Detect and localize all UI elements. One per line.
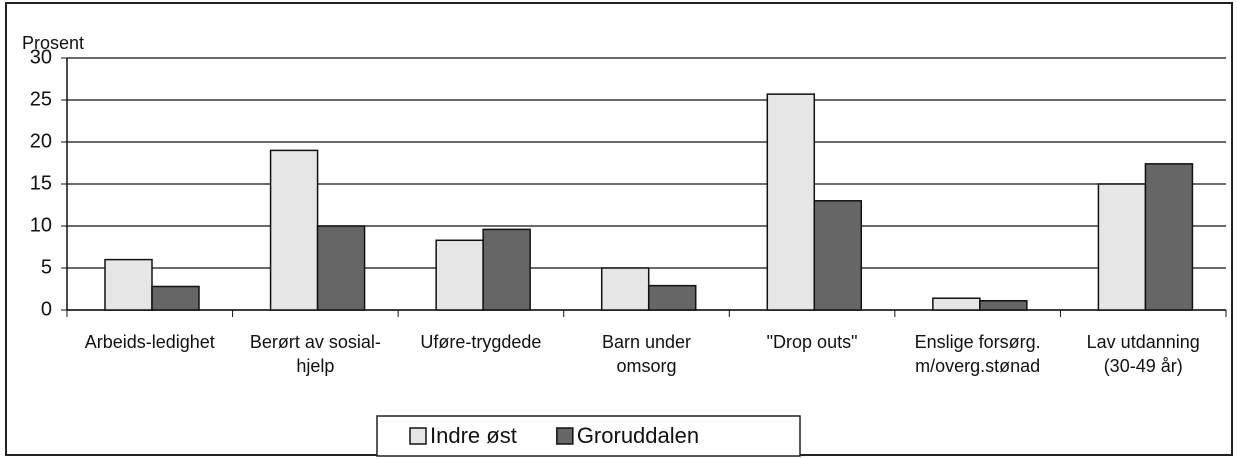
- x-tick-label: Arbeids-ledighet: [85, 332, 215, 352]
- bar: [766, 93, 816, 311]
- bar: [316, 225, 366, 311]
- bar: [1144, 163, 1194, 311]
- x-tick-label: Berørt av sosial-: [250, 332, 381, 352]
- y-axis-label: Prosent: [22, 33, 84, 53]
- bar: [435, 239, 484, 311]
- x-tick-label: m/overg.stønad: [915, 356, 1040, 376]
- x-tick-label: "Drop outs": [767, 332, 858, 352]
- y-tick-label: 20: [30, 130, 52, 152]
- x-tick-label: omsorg: [616, 356, 676, 376]
- x-tick-label: Lav utdanning: [1087, 332, 1200, 352]
- x-tick-label: (30-49 år): [1104, 356, 1183, 376]
- bar: [151, 285, 200, 311]
- y-tick-label: 30: [30, 46, 52, 68]
- y-tick-label: 5: [41, 256, 52, 278]
- y-tick-label: 15: [30, 172, 52, 194]
- x-tick-label: hjelp: [296, 356, 334, 376]
- bar: [482, 228, 531, 311]
- bar: [979, 300, 1028, 311]
- x-tick-label: Uføre-trygdede: [420, 332, 541, 352]
- y-tick-label: 0: [41, 298, 52, 320]
- bar: [1097, 183, 1147, 311]
- y-tick-label: 25: [30, 88, 52, 110]
- legend-swatch: [556, 427, 574, 445]
- x-tick-label: Barn under: [602, 332, 691, 352]
- bar: [647, 284, 697, 311]
- legend-label: Groruddalen: [577, 423, 699, 448]
- legend-swatch: [409, 427, 427, 445]
- bar: [104, 258, 153, 311]
- legend-box: [376, 415, 801, 457]
- chart-border: [5, 2, 1233, 456]
- x-tick-label: Enslige forsørg.: [915, 332, 1041, 352]
- y-tick-label: 10: [30, 214, 52, 236]
- bar: [932, 297, 981, 311]
- bar: [600, 267, 650, 311]
- bar: [269, 149, 319, 311]
- bar: [813, 200, 863, 311]
- legend-label: Indre øst: [430, 423, 517, 448]
